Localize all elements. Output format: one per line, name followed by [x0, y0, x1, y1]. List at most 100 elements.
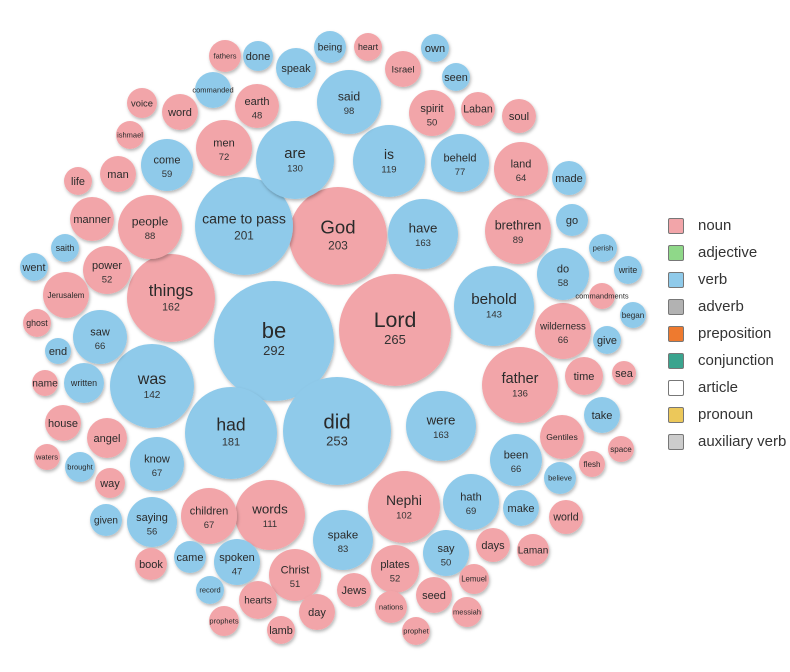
bubble-voice[interactable]: voice	[127, 88, 157, 118]
bubble-book[interactable]: book	[135, 548, 167, 580]
bubble-circle-nephi[interactable]	[368, 471, 440, 543]
bubble-made[interactable]: made	[552, 161, 586, 195]
bubble-circle-have[interactable]	[388, 199, 458, 269]
bubble-circle-seen[interactable]	[442, 63, 470, 91]
bubble-laban[interactable]: Laban	[461, 92, 495, 126]
bubble-hearts[interactable]: hearts	[239, 581, 277, 619]
bubble-nations[interactable]: nations	[375, 591, 407, 623]
bubble-circle-time[interactable]	[565, 357, 603, 395]
bubble-circle-land[interactable]	[494, 142, 548, 196]
bubble-circle-seed[interactable]	[416, 577, 452, 613]
bubble-circle-be[interactable]	[214, 281, 334, 401]
bubble-lemuel[interactable]: Lemuel	[459, 564, 489, 594]
bubble-circle-came[interactable]	[174, 541, 206, 573]
bubble-israel[interactable]: Israel	[385, 51, 421, 87]
bubble-space[interactable]: space	[608, 436, 634, 462]
bubble-jews[interactable]: Jews	[337, 573, 371, 607]
bubble-jerusalem[interactable]: Jerusalem	[43, 272, 89, 318]
bubble-circle-are[interactable]	[256, 121, 334, 199]
bubble-circle-brethren[interactable]	[485, 198, 551, 264]
bubble-speak[interactable]: speak	[276, 48, 316, 88]
bubble-angel[interactable]: angel	[87, 418, 127, 458]
bubble-circle-commanded[interactable]	[195, 72, 231, 108]
bubble-circle-men[interactable]	[196, 120, 252, 176]
bubble-is[interactable]: is 119	[353, 125, 425, 197]
bubble-circle-made[interactable]	[552, 161, 586, 195]
bubble-land[interactable]: land 64	[494, 142, 548, 196]
bubble-circle-said[interactable]	[317, 70, 381, 134]
bubble-been[interactable]: been 66	[490, 434, 542, 486]
bubble-circle-record[interactable]	[196, 576, 224, 604]
bubble-circle-sea[interactable]	[612, 361, 636, 385]
bubble-have[interactable]: have 163	[388, 199, 458, 269]
bubble-circle-children[interactable]	[181, 488, 237, 544]
bubble-record[interactable]: record	[196, 576, 224, 604]
bubble-soul[interactable]: soul	[502, 99, 536, 133]
bubble-circle-waters[interactable]	[34, 444, 60, 470]
bubble-circle-way[interactable]	[95, 468, 125, 498]
bubble-days[interactable]: days	[476, 528, 510, 562]
bubble-circle-beheld[interactable]	[431, 134, 489, 192]
bubble-circle-say[interactable]	[423, 530, 469, 576]
bubble-man[interactable]: man	[100, 156, 136, 192]
bubble-words[interactable]: words 111	[235, 480, 305, 550]
bubble-power[interactable]: power 52	[83, 246, 131, 294]
bubble-children[interactable]: children 67	[181, 488, 237, 544]
bubble-circle-went[interactable]	[20, 253, 48, 281]
bubble-circle-lord[interactable]	[339, 274, 451, 386]
bubble-circle-laban[interactable]	[461, 92, 495, 126]
bubble-circle-jerusalem[interactable]	[43, 272, 89, 318]
bubble-write[interactable]: write	[614, 256, 642, 284]
bubble-said[interactable]: said 98	[317, 70, 381, 134]
bubble-circle-hearts[interactable]	[239, 581, 277, 619]
bubble-circle-voice[interactable]	[127, 88, 157, 118]
bubble-flesh[interactable]: flesh	[579, 451, 605, 477]
bubble-circle-came-to-pass[interactable]	[195, 177, 293, 275]
bubble-ishmael[interactable]: ishmael	[116, 121, 144, 149]
bubble-circle-is[interactable]	[353, 125, 425, 197]
bubble-circle-life[interactable]	[64, 167, 92, 195]
bubble-spake[interactable]: spake 83	[313, 510, 373, 570]
bubble-circle-father[interactable]	[482, 347, 558, 423]
bubble-behold[interactable]: behold 143	[454, 266, 534, 346]
bubble-way[interactable]: way	[95, 468, 125, 498]
bubble-circle-were[interactable]	[406, 391, 476, 461]
bubble-gentiles[interactable]: Gentiles	[540, 415, 584, 459]
bubble-commandments[interactable]: commandments	[575, 283, 629, 309]
bubble-believe[interactable]: believe	[544, 462, 576, 494]
bubble-lamb[interactable]: lamb	[267, 616, 295, 644]
bubble-circle-believe[interactable]	[544, 462, 576, 494]
bubble-were[interactable]: were 163	[406, 391, 476, 461]
bubble-life[interactable]: life	[64, 167, 92, 195]
bubble-spoken[interactable]: spoken 47	[214, 539, 260, 585]
bubble-circle-make[interactable]	[503, 490, 539, 526]
bubble-circle-angel[interactable]	[87, 418, 127, 458]
bubble-time[interactable]: time	[565, 357, 603, 395]
bubble-circle-being[interactable]	[314, 31, 346, 63]
bubble-circle-world[interactable]	[549, 500, 583, 534]
bubble-house[interactable]: house	[45, 405, 81, 441]
bubble-waters[interactable]: waters	[34, 444, 60, 470]
bubble-circle-written[interactable]	[64, 363, 104, 403]
bubble-saw[interactable]: saw 66	[73, 310, 127, 364]
bubble-end[interactable]: end	[45, 338, 71, 364]
bubble-brought[interactable]: brought	[65, 452, 95, 482]
bubble-circle-saw[interactable]	[73, 310, 127, 364]
bubble-circle-ishmael[interactable]	[116, 121, 144, 149]
bubble-people[interactable]: people 88	[118, 195, 182, 259]
bubble-circle-book[interactable]	[135, 548, 167, 580]
bubble-hath[interactable]: hath 69	[443, 474, 499, 530]
bubble-circle-flesh[interactable]	[579, 451, 605, 477]
bubble-circle-perish[interactable]	[589, 234, 617, 262]
bubble-circle-commandments[interactable]	[589, 283, 615, 309]
bubble-circle-house[interactable]	[45, 405, 81, 441]
bubble-circle-man[interactable]	[100, 156, 136, 192]
bubble-circle-do[interactable]	[537, 248, 589, 300]
bubble-circle-speak[interactable]	[276, 48, 316, 88]
bubble-messiah[interactable]: messiah	[452, 597, 482, 627]
bubble-circle-earth[interactable]	[235, 84, 279, 128]
bubble-prophets[interactable]: prophets	[209, 606, 239, 636]
